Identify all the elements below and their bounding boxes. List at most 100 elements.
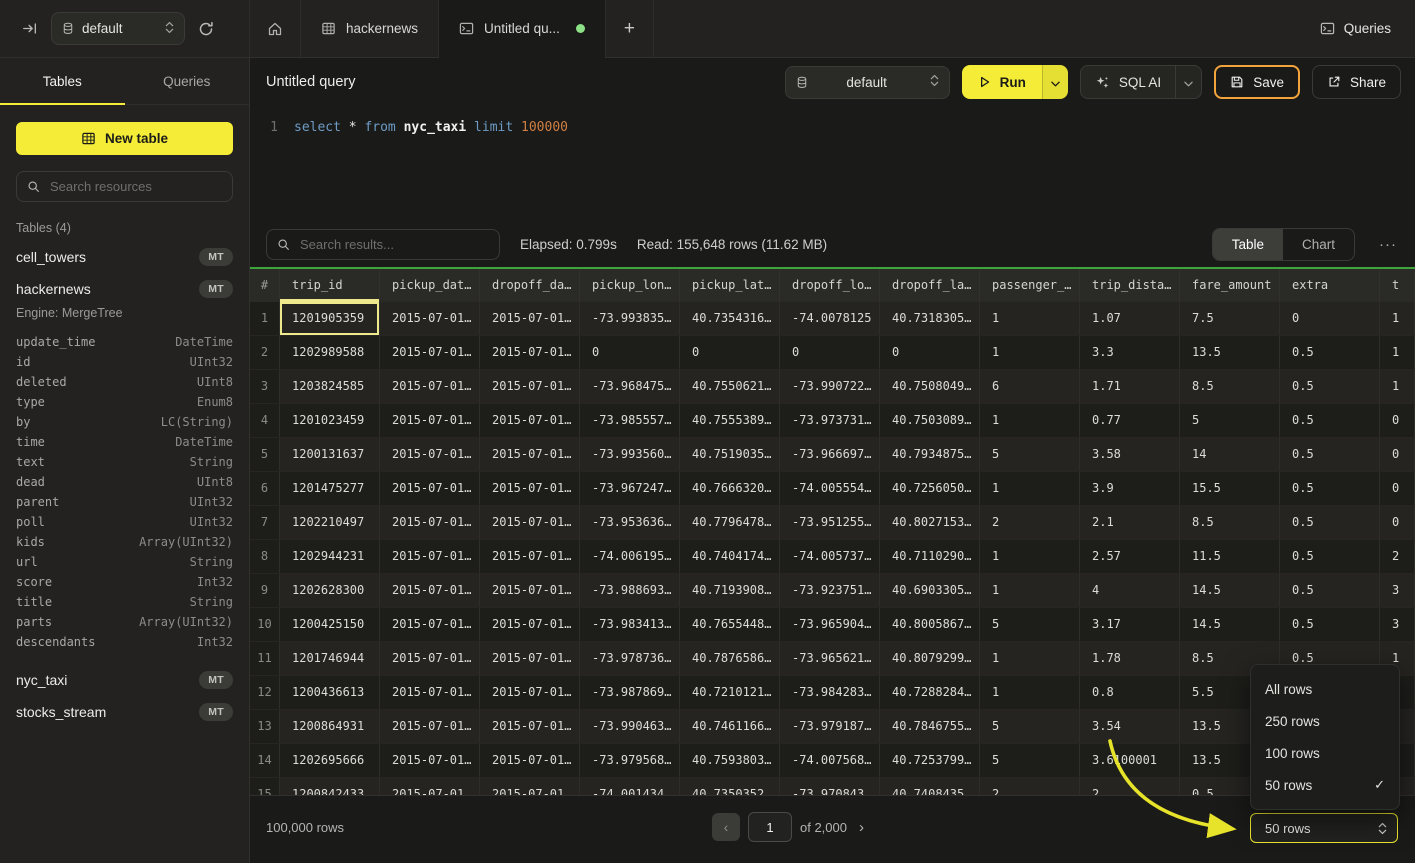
table-cell[interactable]: 1201023459 — [280, 404, 380, 437]
table-cell[interactable]: 2015-07-01… — [380, 744, 480, 777]
table-cell[interactable]: 1202944231 — [280, 540, 380, 573]
table-cell[interactable]: 5 — [980, 744, 1080, 777]
table-cell[interactable]: -73.988693… — [580, 574, 680, 607]
table-cell[interactable]: 0 — [1380, 506, 1415, 539]
table-cell[interactable]: 0 — [1380, 404, 1415, 437]
table-cell[interactable]: 0.5 — [1280, 370, 1380, 403]
table-cell[interactable]: 1200436613 — [280, 676, 380, 709]
rows-menu-item[interactable]: 100 rows — [1251, 737, 1399, 769]
table-cell[interactable]: 2015-07-01… — [380, 336, 480, 369]
table-cell[interactable]: 1.71 — [1080, 370, 1180, 403]
table-cell[interactable]: 40.7354316… — [680, 302, 780, 335]
column-row[interactable]: typeEnum8 — [16, 392, 233, 412]
table-cell[interactable]: 14 — [1180, 438, 1280, 471]
next-page-button[interactable]: › — [855, 819, 868, 836]
table-cell[interactable]: 40.7876586… — [680, 642, 780, 675]
column-row[interactable]: update_timeDateTime — [16, 332, 233, 352]
table-cell[interactable]: 0.5 — [1280, 438, 1380, 471]
table-cell[interactable]: 2015-07-01… — [380, 404, 480, 437]
table-cell[interactable]: 2015-07-01… — [480, 540, 580, 573]
table-cell[interactable]: 2015-07-01… — [480, 710, 580, 743]
table-cell[interactable]: 40.7655448… — [680, 608, 780, 641]
table-cell[interactable]: -73.990463… — [580, 710, 680, 743]
table-cell[interactable]: 40.7404174… — [680, 540, 780, 573]
table-cell[interactable]: 5 — [980, 438, 1080, 471]
sidebar-tab-queries[interactable]: Queries — [125, 58, 250, 104]
query-database-selector[interactable]: default — [785, 66, 950, 99]
table-cell[interactable]: 2 — [980, 506, 1080, 539]
tab-untitled-query[interactable]: Untitled qu... — [439, 0, 606, 57]
column-row[interactable]: scoreInt32 — [16, 572, 233, 592]
table-cell[interactable]: 2015-07-01… — [380, 302, 480, 335]
table-cell[interactable]: 2015-07-01… — [380, 710, 480, 743]
database-selector[interactable]: default — [51, 12, 185, 45]
sidebar-table-hackernews[interactable]: hackernewsMT — [0, 273, 249, 305]
column-row[interactable]: idUInt32 — [16, 352, 233, 372]
table-cell[interactable]: -74.005737… — [780, 540, 880, 573]
column-header[interactable]: trip_dista… — [1080, 269, 1180, 302]
column-row[interactable]: byLC(String) — [16, 412, 233, 432]
table-cell[interactable]: -73.951255… — [780, 506, 880, 539]
page-size-select[interactable]: 50 rows — [1250, 813, 1398, 843]
table-cell[interactable]: 2015-07-01… — [480, 336, 580, 369]
table-cell[interactable]: 0.5 — [1280, 506, 1380, 539]
table-cell[interactable]: 2015-07-01… — [380, 472, 480, 505]
table-cell[interactable]: 1 — [980, 404, 1080, 437]
table-cell[interactable]: 0 — [1380, 438, 1415, 471]
table-cell[interactable]: 1.07 — [1080, 302, 1180, 335]
table-cell[interactable]: -73.953636… — [580, 506, 680, 539]
table-cell[interactable]: -73.968475… — [580, 370, 680, 403]
table-cell[interactable]: 0 — [1280, 302, 1380, 335]
table-cell[interactable]: -73.966697… — [780, 438, 880, 471]
table-cell[interactable]: 40.7796478… — [680, 506, 780, 539]
table-cell[interactable]: 2015-07-01… — [380, 540, 480, 573]
table-cell[interactable]: 1201475277 — [280, 472, 380, 505]
column-header[interactable]: pickup_dat… — [380, 269, 480, 302]
column-header[interactable]: dropoff_da… — [480, 269, 580, 302]
column-header[interactable]: trip_id — [280, 269, 380, 302]
table-cell[interactable]: 0.5 — [1280, 608, 1380, 641]
table-cell[interactable]: 40.7193908… — [680, 574, 780, 607]
sql-ai-dropdown-button[interactable] — [1175, 66, 1201, 98]
table-cell[interactable]: 40.7550621… — [680, 370, 780, 403]
run-button[interactable]: Run — [962, 65, 1042, 99]
page-number-input[interactable] — [748, 812, 792, 842]
table-cell[interactable]: 2015-07-01… — [480, 744, 580, 777]
column-row[interactable]: textString — [16, 452, 233, 472]
table-cell[interactable]: 1200864931 — [280, 710, 380, 743]
column-header[interactable]: t — [1380, 269, 1415, 302]
table-cell[interactable]: 0 — [880, 336, 980, 369]
column-header[interactable]: passenger_… — [980, 269, 1080, 302]
column-header[interactable]: pickup_lon… — [580, 269, 680, 302]
tab-home[interactable] — [250, 0, 301, 57]
table-cell[interactable]: 2015-07-01… — [480, 404, 580, 437]
table-cell[interactable]: 15.5 — [1180, 472, 1280, 505]
column-header[interactable]: pickup_lat… — [680, 269, 780, 302]
table-cell[interactable]: 40.7555389… — [680, 404, 780, 437]
view-toggle-chart[interactable]: Chart — [1283, 229, 1354, 260]
table-cell[interactable]: 2015-07-01… — [380, 574, 480, 607]
table-cell[interactable]: 1203824585 — [280, 370, 380, 403]
table-cell[interactable]: 1200842433 — [280, 778, 380, 795]
table-cell[interactable]: 3 — [1380, 608, 1415, 641]
table-cell[interactable]: -73.965621… — [780, 642, 880, 675]
table-cell[interactable]: 0.77 — [1080, 404, 1180, 437]
search-results-input[interactable] — [298, 236, 489, 253]
table-cell[interactable]: 1 — [980, 574, 1080, 607]
table-cell[interactable]: 3.3 — [1080, 336, 1180, 369]
table-cell[interactable]: -73.978736… — [580, 642, 680, 675]
column-row[interactable]: kidsArray(UInt32) — [16, 532, 233, 552]
more-options-button[interactable]: ··· — [1375, 236, 1401, 253]
table-cell[interactable]: 1 — [1380, 302, 1415, 335]
table-cell[interactable]: 3.9 — [1080, 472, 1180, 505]
table-cell[interactable]: -74.005554… — [780, 472, 880, 505]
column-row[interactable]: partsArray(UInt32) — [16, 612, 233, 632]
table-cell[interactable]: 1202989588 — [280, 336, 380, 369]
table-cell[interactable]: 2015-07-01… — [480, 370, 580, 403]
table-cell[interactable]: -73.970843 — [780, 778, 880, 795]
table-cell[interactable]: 0.5 — [1280, 574, 1380, 607]
table-cell[interactable]: 2015-07-01… — [480, 676, 580, 709]
table-cell[interactable]: 40.7210121… — [680, 676, 780, 709]
table-cell[interactable]: 13.5 — [1180, 336, 1280, 369]
table-cell[interactable]: 40.7508049… — [880, 370, 980, 403]
